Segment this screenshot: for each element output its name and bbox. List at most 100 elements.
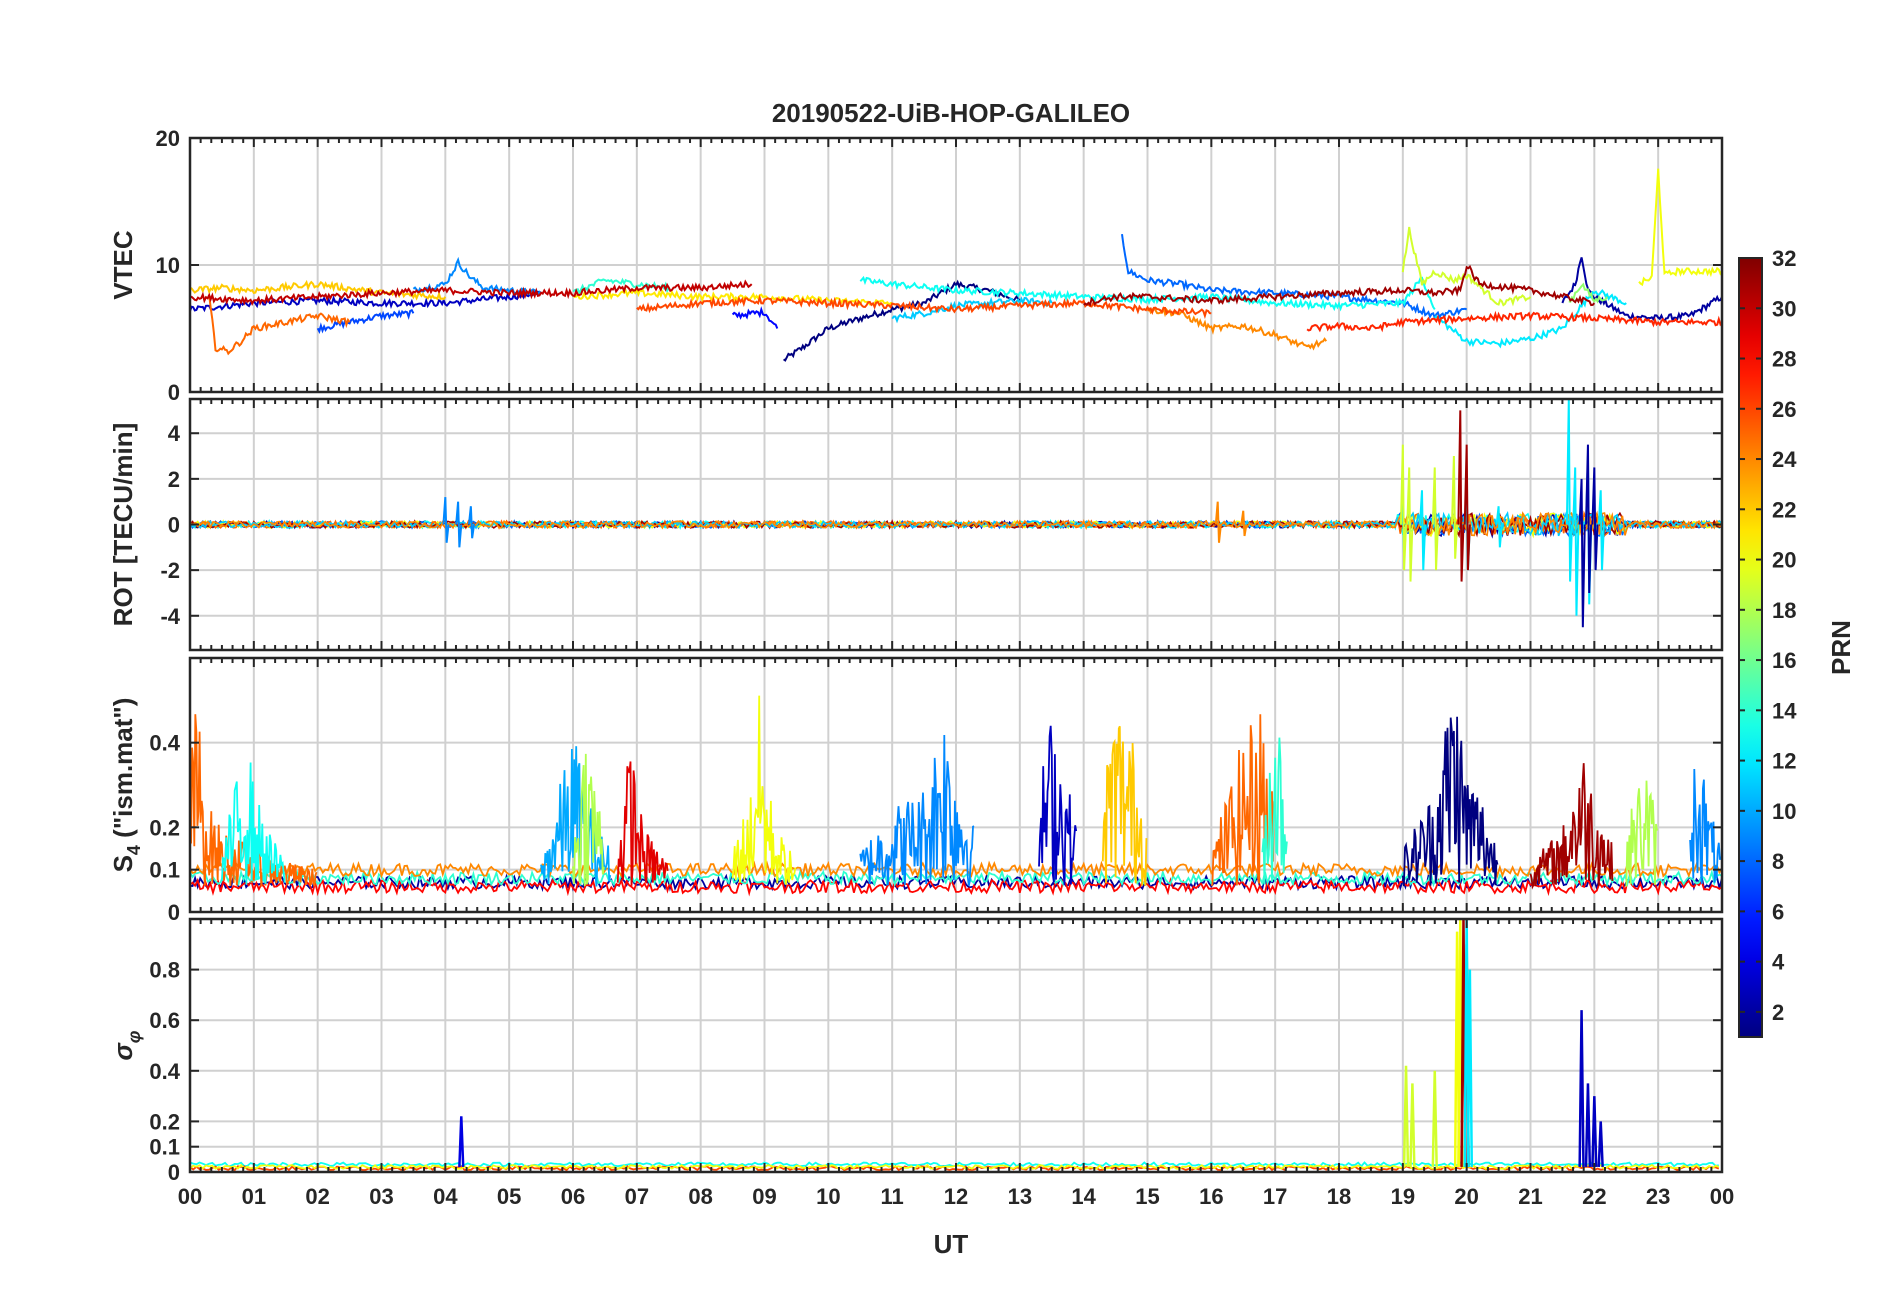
sigma-spike <box>1402 1065 1410 1167</box>
s4-burst <box>1625 780 1658 887</box>
chart-title: 20190522-UiB-HOP-GALILEO <box>772 98 1130 128</box>
colorbar-tick-label: 30 <box>1772 296 1796 321</box>
colorbar-tick-label: 6 <box>1772 899 1784 924</box>
y-tick-label: -2 <box>160 558 180 583</box>
rot-spike <box>1572 467 1580 616</box>
y-tick-label: 20 <box>156 126 180 151</box>
series-line <box>189 279 447 301</box>
rot-spike <box>1399 444 1408 571</box>
series-line <box>891 296 1053 324</box>
series-line <box>859 275 1436 312</box>
x-tick-label: 05 <box>497 1184 521 1209</box>
s4-burst <box>1210 714 1275 887</box>
x-axis-label: UT <box>934 1229 969 1259</box>
y-tick-label: 0 <box>168 513 180 538</box>
series-line <box>316 308 415 334</box>
sigma-spike <box>1466 969 1474 1167</box>
rot-spike <box>442 497 450 543</box>
x-tick-label: 02 <box>305 1184 329 1209</box>
y-axis-label-main: σ <box>108 1041 138 1060</box>
x-tick-label: 06 <box>561 1184 585 1209</box>
rot-spike <box>1495 506 1503 548</box>
s4-burst <box>1401 716 1499 887</box>
s4-burst <box>1529 763 1614 890</box>
s4-burst <box>616 761 669 886</box>
s4-burst <box>1689 768 1722 884</box>
panel-2: -4 -2 0 2 4 ROT [TECU/min] <box>108 397 1724 652</box>
series-line <box>636 294 1212 320</box>
y-tick-label: 0.1 <box>149 858 180 883</box>
rot-spike <box>1240 510 1248 537</box>
rot-spike <box>455 501 463 548</box>
rot-spike <box>1450 456 1459 559</box>
s4-burst <box>540 746 612 887</box>
x-tick-label: 04 <box>433 1184 458 1209</box>
x-tick-label: 08 <box>688 1184 712 1209</box>
x-tick-label: 18 <box>1327 1184 1351 1209</box>
series-line <box>1434 289 1627 349</box>
series-line <box>572 277 670 296</box>
series-line <box>1401 226 1532 307</box>
s4-burst <box>189 714 318 887</box>
x-tick-label: 20 <box>1454 1184 1478 1209</box>
rot-spike <box>1406 467 1414 582</box>
series-line <box>1638 168 1723 287</box>
rot-spike <box>1457 410 1465 582</box>
x-tick-label: 19 <box>1391 1184 1415 1209</box>
y-axis-label: ROT [TECU/min] <box>108 423 138 627</box>
series-group <box>189 398 1723 628</box>
y-axis-label: VTEC <box>108 230 138 300</box>
s4-burst <box>572 753 605 887</box>
x-tick-label: 11 <box>881 1184 904 1209</box>
x-tick-label: 23 <box>1646 1184 1670 1209</box>
colorbar-tick-label: 24 <box>1772 447 1797 472</box>
colorbar-tick-label: 10 <box>1772 799 1796 824</box>
colorbar-tick-label: 28 <box>1772 347 1796 372</box>
y-tick-label: 0.2 <box>149 815 180 840</box>
y-tick-label: 0.1 <box>149 1135 180 1160</box>
series-line <box>572 287 893 307</box>
colorbar-tick-label: 26 <box>1772 397 1796 422</box>
y-tick-label: 0.6 <box>149 1008 180 1033</box>
colorbar-tick-label: 4 <box>1772 950 1785 975</box>
rot-spike <box>1591 467 1599 571</box>
rot-spike <box>1419 490 1427 571</box>
sigma-spike <box>1409 1083 1416 1167</box>
series-line <box>1146 306 1328 351</box>
s4-burst <box>1038 725 1078 885</box>
colorbar-tick-label: 20 <box>1772 548 1796 573</box>
x-tick-label: 22 <box>1582 1184 1606 1209</box>
series-line <box>189 279 753 306</box>
sigma-spike <box>458 1116 465 1167</box>
y-tick-label: 10 <box>156 253 180 278</box>
x-tick-label: 12 <box>944 1184 968 1209</box>
panel-4: 00.10.2 0.4 0.6 0.8 σφ <box>108 917 1724 1185</box>
y-tick-label: 0.4 <box>149 1059 180 1084</box>
series-line <box>731 306 779 329</box>
x-tick-label: 00 <box>178 1184 202 1209</box>
y-axis-label-rest: ("ism.mat") <box>108 698 138 845</box>
y-axis-label-main: S <box>108 855 138 872</box>
series-line <box>1568 282 1608 304</box>
x-tick-label: 21 <box>1518 1184 1542 1209</box>
y-tick-label: 0.8 <box>149 958 180 983</box>
colorbar-bar <box>1738 257 1763 1038</box>
sigma-spike <box>1597 1121 1604 1167</box>
colorbar-tick-label: 2 <box>1772 1000 1784 1025</box>
sigma-spike <box>1431 1070 1438 1167</box>
x-tick-label: 16 <box>1199 1184 1223 1209</box>
y-tick-label: 0.2 <box>149 1109 180 1134</box>
x-tick-label: 17 <box>1263 1184 1287 1209</box>
colorbar-tick-label: 12 <box>1772 749 1796 774</box>
sigma-spike <box>1584 1083 1592 1167</box>
colorbar-tick-label: 8 <box>1772 849 1784 874</box>
x-tick-label: 00 <box>1710 1184 1734 1209</box>
series-line <box>1306 310 1723 333</box>
x-tick-label: 09 <box>752 1184 776 1209</box>
colorbar-label: PRN <box>1826 620 1856 675</box>
rot-spike <box>1214 501 1222 543</box>
y-axis-label-subscript: 4 <box>124 845 144 855</box>
colorbar-tick-label: 16 <box>1772 648 1796 673</box>
